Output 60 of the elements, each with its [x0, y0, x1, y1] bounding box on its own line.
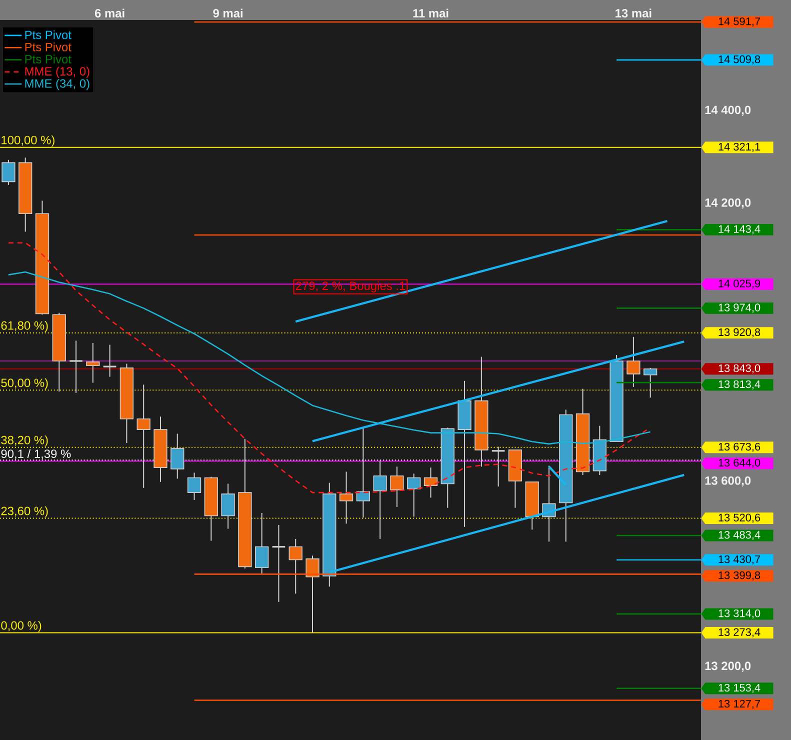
y-tick-label: 13 600,0 — [705, 476, 751, 487]
legend-label: MME (34, 0) — [25, 78, 90, 90]
candlestick — [187, 472, 202, 500]
candlestick — [390, 466, 404, 508]
legend-label: MME (13, 0) — [25, 66, 90, 78]
ref-line-label: 13 920,8 — [718, 328, 760, 338]
ref-line-label: 14 025,9 — [718, 280, 760, 289]
data-label: 14 143,4 — [718, 225, 760, 234]
annotation: 38,20 %) — [1, 436, 48, 447]
candlestick — [491, 446, 506, 488]
candlestick — [86, 342, 100, 384]
data-label: 13 483,4 — [718, 530, 760, 540]
annotation: 50,00 %) — [1, 378, 48, 390]
candlestick — [272, 524, 286, 602]
candlestick — [424, 467, 438, 498]
ref-line-label: 13 843,0 — [718, 364, 760, 374]
candlestick — [407, 473, 421, 518]
candlestick — [356, 426, 370, 518]
candlestick — [68, 340, 84, 394]
x-tick-label: 11 mai — [413, 8, 448, 18]
data-label: 14 509,8 — [718, 55, 760, 64]
data-label: 13 153,4 — [718, 684, 760, 693]
candlestick — [373, 460, 387, 540]
ref-line-label: 13 644,0 — [718, 458, 760, 468]
annotation: 90,1 / 1,39 % — [1, 449, 71, 460]
annotation: 61,80 %) — [1, 320, 48, 332]
legend-label: Pts Pivot — [25, 54, 72, 64]
data-label: 13 399,8 — [718, 571, 760, 580]
ref-line-label: 13 520,6 — [718, 514, 760, 523]
data-label: 14 591,7 — [718, 17, 760, 27]
y-tick-label: 14 400,0 — [705, 106, 751, 116]
ref-line-label: 13 673,6 — [718, 442, 760, 452]
annotation: 0,00 %) — [1, 620, 42, 632]
data-label: 13 813,4 — [718, 380, 760, 390]
annotation: 100,00 %) — [2, 136, 54, 147]
candlestick — [644, 367, 658, 398]
x-tick-label: 9 mai — [213, 8, 242, 18]
x-tick-label: 6 mai — [94, 8, 124, 18]
legend-label: Pts Pivot — [25, 42, 72, 52]
candlestick — [288, 538, 302, 594]
data-label: 13 127,7 — [718, 700, 760, 709]
ref-line-label: 14 321,1 — [718, 142, 760, 152]
ref-line-label: 13 273,4 — [718, 628, 760, 638]
candlestick — [306, 555, 320, 634]
candlestick — [221, 483, 235, 530]
data-label: 13 314,0 — [718, 609, 760, 618]
candlestick — [102, 344, 118, 378]
candlestick — [255, 512, 269, 574]
annotation: 23,60 %) — [1, 506, 48, 518]
candlestick — [136, 384, 150, 488]
x-tick-label: 13 mai — [616, 8, 652, 18]
data-label: 13 430,7 — [718, 555, 760, 564]
legend-label: Pts Pivot — [25, 30, 72, 40]
candlestick — [2, 159, 16, 186]
candlestick — [626, 336, 640, 388]
y-tick-label: 14 200,0 — [705, 198, 751, 209]
y-tick-label: 13 200,0 — [705, 662, 751, 672]
candlestick — [170, 433, 184, 480]
candlestick — [339, 471, 354, 524]
data-label: 13 974,0 — [718, 304, 760, 313]
